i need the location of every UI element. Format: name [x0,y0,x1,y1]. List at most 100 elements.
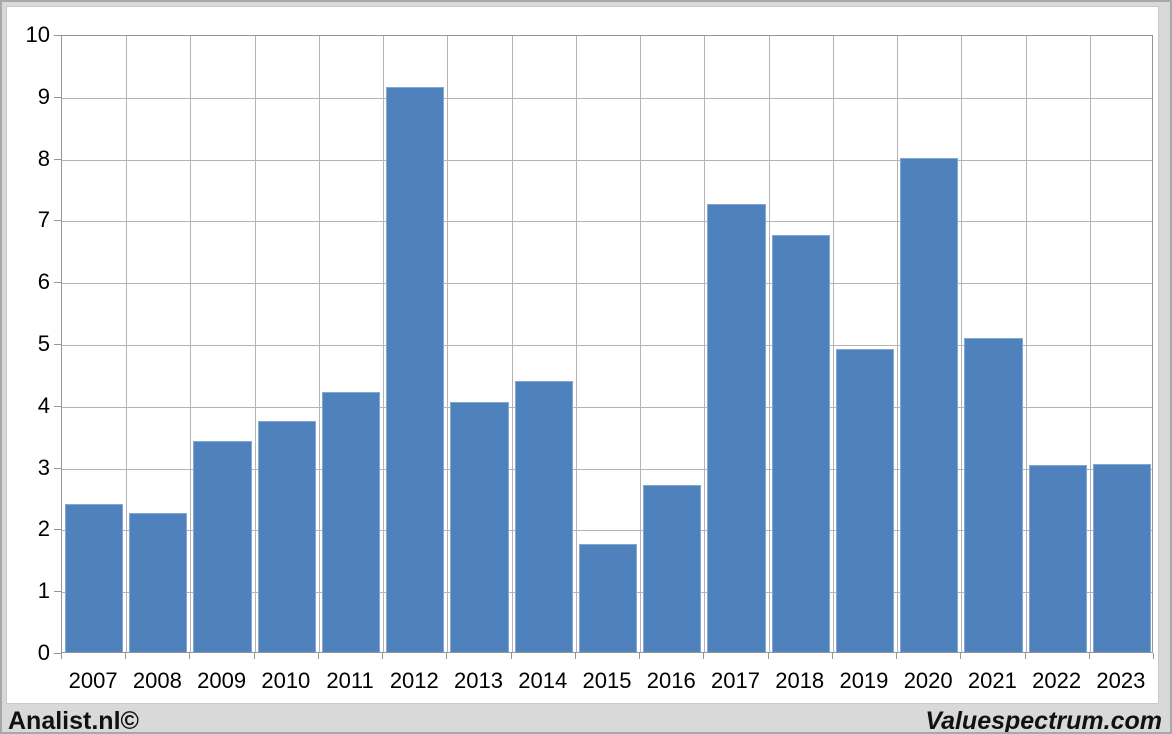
bar-2023 [1092,463,1151,652]
bar-2007 [65,503,124,652]
x-axis-tick-mark [832,653,833,659]
gridline-vertical [319,36,320,652]
gridline-horizontal [62,406,1152,408]
x-axis-tick-mark [896,653,897,659]
y-axis-tick-mark [54,529,61,531]
gridline-vertical [383,36,384,652]
x-axis-tick-mark [703,653,704,659]
x-axis-tick-label: 2013 [454,668,503,693]
x-axis-tick-mark [1025,653,1026,659]
bar-2013 [450,401,509,652]
gridline-horizontal [62,221,1152,223]
bar-2015 [578,544,638,652]
x-axis-tick-mark [318,653,319,659]
gridline-horizontal [62,468,1152,470]
gridline-vertical [190,36,191,652]
x-axis-tick-mark [511,653,512,659]
x-axis-tick-mark [61,653,62,659]
x-axis-tick-label: 2017 [710,668,760,693]
gridline-vertical [1026,36,1027,652]
x-axis-tick-label: 2008 [132,668,182,693]
x-axis-tick-mark [254,653,255,659]
x-axis-tick-label: 2015 [582,668,632,693]
x-axis-tick-mark [575,653,576,659]
gridline-horizontal [62,345,1152,346]
y-axis-tick-label: 6 [37,269,50,295]
bar-2019 [835,349,895,652]
x-axis-tick-label: 2012 [389,668,439,693]
gridline-vertical [704,36,705,652]
y-axis-tick-mark [54,344,61,345]
gridline-vertical [1090,36,1091,652]
gridline-vertical [640,36,641,652]
y-axis-tick-mark [54,591,61,593]
x-axis-tick-label: 2009 [197,668,247,693]
y-axis-tick-mark [54,35,61,36]
valuespectrum-watermark: Valuespectrum.com [925,707,1162,734]
x-axis-tick-label: 2018 [775,668,825,693]
x-axis-tick-label: 2021 [967,668,1017,693]
y-axis-tick-mark [54,220,61,222]
bar-2021 [964,338,1023,652]
x-axis-tick-label: 2019 [839,668,889,693]
bar-2010 [257,420,316,652]
x-axis-tick-label: 2020 [903,668,953,693]
gridline-horizontal [62,97,1152,99]
chart-canvas [6,6,1159,704]
bar-2014 [514,381,573,652]
gridline-vertical [897,36,898,652]
y-axis-tick-mark [54,405,61,407]
x-axis-tick-label: 2016 [646,668,696,693]
x-axis-tick-mark [446,653,447,659]
y-axis-tick-label: 4 [37,392,50,418]
x-axis-tick-mark [189,653,190,659]
gridline-horizontal [62,283,1152,285]
y-axis-tick-label: 1 [37,578,50,604]
bar-2009 [193,440,252,652]
y-axis-tick-mark [54,158,61,160]
y-axis-tick-label: 5 [37,331,50,356]
gridline-vertical [512,36,513,652]
gridline-vertical [255,36,256,652]
bar-2011 [321,392,381,652]
bar-2020 [900,157,959,652]
y-axis-tick-mark [54,467,61,469]
x-axis-tick-label: 2023 [1096,668,1146,693]
y-axis-tick-label: 3 [37,454,50,480]
x-axis-tick-mark [1153,653,1154,659]
gridline-vertical [447,36,448,652]
x-axis-tick-mark [639,653,640,659]
y-axis-tick-mark [54,282,61,284]
x-axis-tick-mark [125,653,126,659]
bar-2008 [129,512,188,652]
bar-2016 [643,485,702,652]
x-axis-tick-label: 2007 [68,668,118,693]
x-axis-tick-mark [960,653,961,659]
y-axis-tick-label: 2 [37,516,50,542]
x-axis-tick-mark [768,653,769,659]
gridline-vertical [576,36,577,652]
x-axis-tick-label: 2010 [261,668,311,693]
gridline-horizontal [62,530,1152,532]
gridline-vertical [961,36,962,652]
y-axis-tick-label: 0 [37,640,50,665]
y-axis-tick-label: 7 [37,207,50,233]
gridline-vertical [833,36,834,652]
x-axis-tick-mark [1089,653,1090,659]
y-axis-tick-label: 9 [37,83,50,109]
bar-2018 [771,234,830,652]
bar-2017 [707,203,766,652]
gridline-vertical [126,36,127,652]
x-axis-tick-mark [382,653,383,659]
plot-area [61,35,1153,653]
gridline-horizontal [62,159,1152,161]
x-axis-tick-label: 2014 [518,668,568,693]
bar-2012 [386,86,445,652]
x-axis-tick-label: 2022 [1032,668,1082,693]
y-axis-tick-mark [54,653,61,654]
y-axis-tick-label: 8 [37,145,50,171]
y-axis-tick-mark [54,96,61,98]
y-axis-tick-label: 10 [25,22,50,47]
analist-watermark: Analist.nl© [8,707,139,734]
